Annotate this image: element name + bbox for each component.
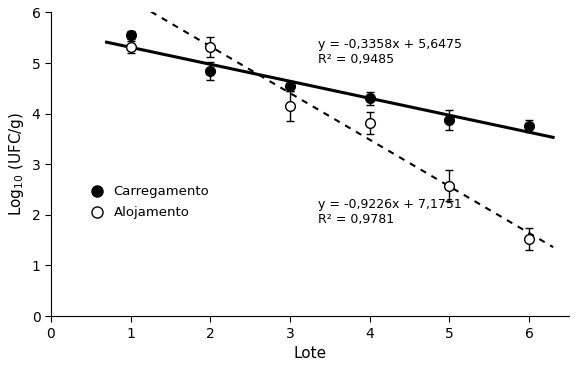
Legend: Carregamento, Alojamento: Carregamento, Alojamento xyxy=(78,180,215,224)
Y-axis label: Log$_{10}$ (UFC/g): Log$_{10}$ (UFC/g) xyxy=(7,112,26,216)
X-axis label: Lote: Lote xyxy=(293,346,327,361)
Text: y = -0,3358x + 5,6475
R² = 0,9485: y = -0,3358x + 5,6475 R² = 0,9485 xyxy=(318,38,462,66)
Text: y = -0,9226x + 7,1751
R² = 0,9781: y = -0,9226x + 7,1751 R² = 0,9781 xyxy=(318,198,461,226)
